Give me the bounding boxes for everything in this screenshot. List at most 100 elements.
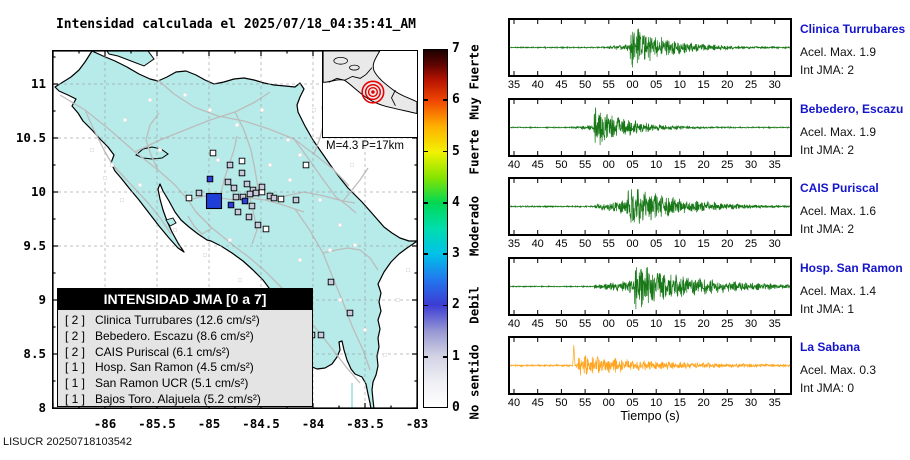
- seismo-tick-label: 15: [697, 238, 710, 250]
- seismo-tick-label: 25: [721, 397, 734, 409]
- seismo-plot-2: [508, 177, 792, 236]
- legend-item-0: [ 2 ] Clinica Turrubares (12.6 cm/s²): [58, 313, 312, 329]
- seismo-tick-label: 10: [673, 238, 687, 250]
- station-marker: [248, 202, 256, 210]
- colorbar-number: 0: [452, 400, 460, 415]
- legend-item-1: [ 2 ] Bebedero. Escazu (8.6 cm/s²): [58, 329, 312, 345]
- seismo-tick-label: 30: [744, 397, 758, 409]
- colorbar-number: 7: [452, 41, 460, 56]
- seismo-tick-label: 10: [673, 79, 687, 91]
- map-x-tick-label: -85.5: [138, 416, 176, 431]
- station-marker: [224, 178, 232, 186]
- seismo-tick-label: 25: [721, 158, 734, 171]
- seismo-tick-label: 50: [555, 397, 568, 409]
- legend-item-2: [ 2 ] CAIS Puriscal (6.1 cm/s²): [58, 345, 312, 361]
- colorbar-tick: [443, 150, 448, 153]
- waveform-trace: [509, 106, 791, 145]
- seismo-tick-label: 05: [626, 317, 639, 330]
- seismo-station-name: Hosp. San Ramon: [800, 260, 903, 275]
- legend-item-intensity: [ 2 ]: [65, 328, 86, 343]
- seismo-acel-max: Acel. Max. 1.9: [800, 45, 877, 59]
- colorbar-tick: [423, 304, 428, 307]
- town-marker: [203, 253, 207, 257]
- intensity-colorbar: [423, 49, 448, 408]
- colorbar-tick: [423, 253, 428, 255]
- inset-border-panama: [391, 89, 396, 106]
- seismo-tick-label: 20: [697, 158, 710, 171]
- seismo-tick-label: 40: [531, 238, 544, 250]
- seismo-tick-label: 35: [507, 79, 521, 91]
- seismo-tick-label: 55: [602, 238, 615, 250]
- seismo-plot-3: [508, 256, 792, 316]
- station-marker: [195, 189, 203, 197]
- seismo-tick-label: 35: [768, 158, 781, 171]
- colorbar-tick: [423, 99, 428, 102]
- map-x-tick-label: -84: [301, 416, 325, 431]
- seismo-int-jma: Int JMA: 2: [800, 222, 855, 236]
- legend-item-intensity: [ 2 ]: [65, 313, 86, 327]
- seismo-tick-label: 55: [578, 397, 592, 409]
- colorbar-tick: [423, 150, 428, 153]
- seismo-tick-label: 35: [507, 238, 521, 250]
- region-inset-map: [322, 50, 418, 138]
- station-marker: [241, 197, 249, 205]
- seismo-int-jma: Int JMA: 1: [800, 301, 855, 316]
- station-marker: [238, 157, 246, 165]
- seismo-tick-label: 30: [744, 317, 758, 330]
- town-marker: [110, 163, 114, 167]
- seismo-tick-label: 40: [531, 79, 544, 91]
- seismo-tick-label: 45: [555, 238, 568, 250]
- map-y-tick-label: 8.5: [23, 346, 46, 361]
- town-marker: [383, 353, 387, 357]
- town-marker: [298, 258, 302, 262]
- colorbar-tick: [443, 253, 448, 255]
- seismo-plot-0: [508, 18, 792, 77]
- seismo-tick-label: 45: [555, 79, 568, 91]
- town-marker: [120, 198, 124, 202]
- seismo-tick-label: 00: [626, 238, 639, 250]
- waveform-trace: [509, 266, 791, 309]
- town-marker: [148, 98, 152, 102]
- station-marker: [232, 193, 240, 201]
- seismo-tick-label: 55: [578, 317, 592, 330]
- town-marker: [328, 248, 332, 252]
- seismo-station-name: Bebedero, Escazu: [800, 101, 904, 116]
- road-9: [84, 109, 113, 165]
- seismo-panel-4: 40 45 50 55 00 05 10 15 20 25 30 35 La Sabana Acel. M…: [508, 336, 910, 415]
- town-marker: [216, 158, 220, 162]
- seismo-int-jma: Int JMA: 0: [800, 381, 855, 395]
- map-x-tick-label: -85: [197, 416, 221, 431]
- map-y-tick-label: 11: [30, 76, 46, 91]
- legend-item-intensity: [ 1 ]: [65, 360, 86, 375]
- seismo-tick-label: 20: [697, 317, 710, 330]
- colorbar-tick: [443, 304, 448, 307]
- credit-text: LISUCR 20250718103542: [3, 436, 133, 448]
- legend-item-label: San Ramon UCR (5.1 cm/s²): [95, 376, 249, 391]
- seismo-tick-label: 20: [697, 397, 710, 409]
- map-y-tick-label: 8: [38, 400, 46, 415]
- seismo-tick-label: 35: [768, 317, 781, 330]
- seismo-tick-label: 45: [531, 397, 544, 409]
- legend-item-5: [ 1 ] Bajos Toro. Alajuela (5.2 cm/s²): [58, 392, 312, 408]
- colorbar-category-label: Fuerte: [466, 128, 482, 175]
- seismo-panel-0: 35 40 45 50 55 00 05 10 15 20 25 30 Clinica Turrubar…: [508, 18, 910, 97]
- seismo-tick-label: 25: [721, 317, 734, 330]
- seismo-tick-label: 40: [507, 158, 521, 171]
- map-y-tick-label: 9: [38, 292, 46, 307]
- colorbar-tick: [443, 99, 448, 102]
- seismo-acel-max: Acel. Max. 1.4: [800, 283, 877, 298]
- town-marker: [238, 278, 242, 282]
- seismo-station-name: CAIS Puriscal: [800, 181, 879, 195]
- station-marker: [246, 190, 254, 198]
- town-marker: [158, 148, 162, 152]
- town-marker: [363, 328, 367, 332]
- town-marker: [406, 268, 410, 272]
- legend-item-label: Clinica Turrubares (12.6 cm/s²): [95, 313, 260, 327]
- station-marker: [302, 161, 310, 169]
- epicenter-marker: [205, 192, 223, 210]
- road-5: [293, 138, 357, 214]
- road-2: [134, 91, 271, 153]
- colorbar-number: 2: [452, 297, 460, 313]
- road-4: [157, 79, 350, 187]
- station-marker: [206, 175, 214, 183]
